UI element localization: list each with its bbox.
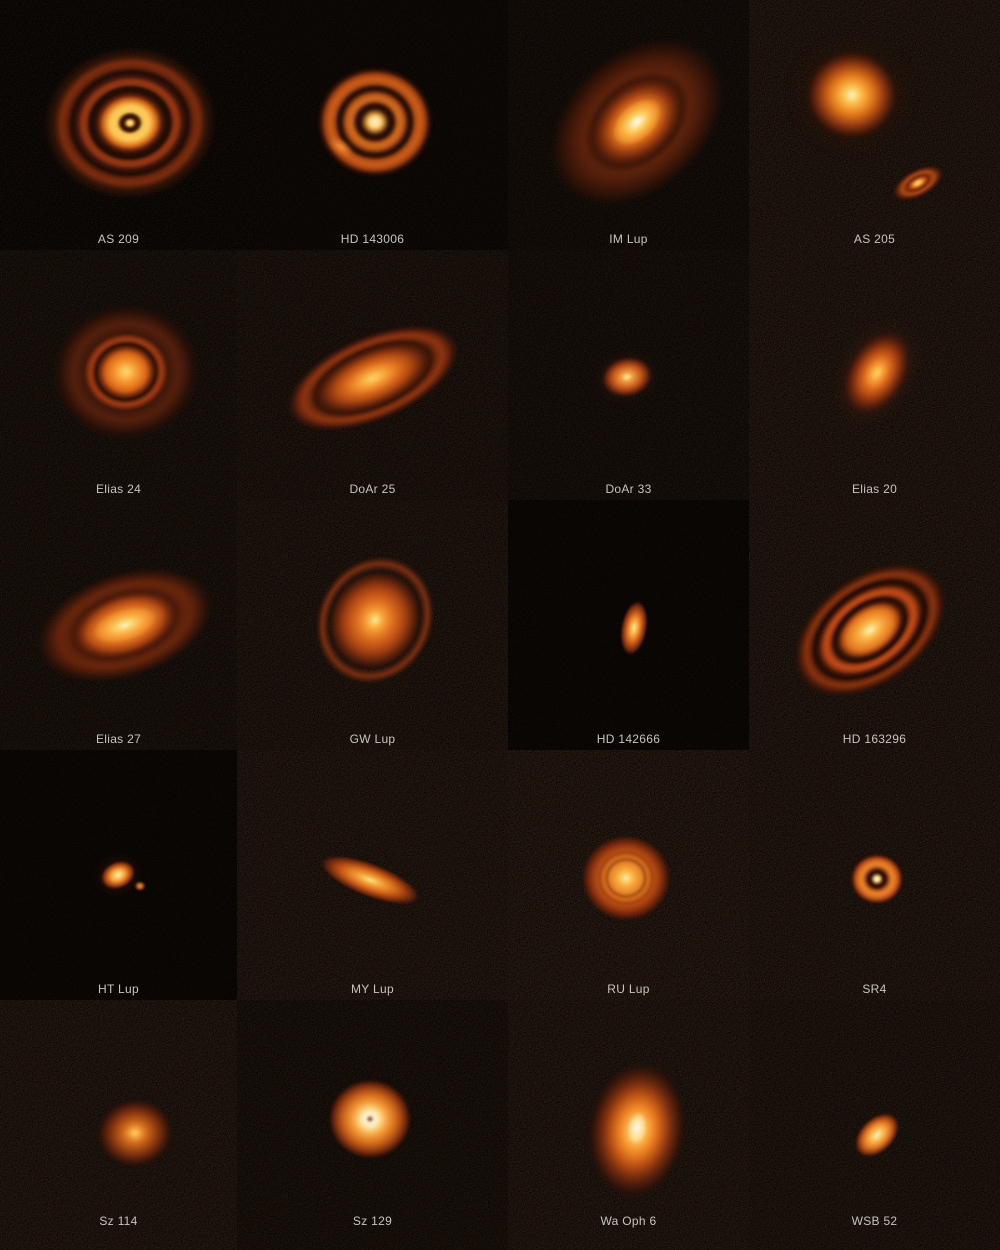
panel-ru-lup: RU Lup bbox=[508, 750, 749, 1000]
elias-24-disk bbox=[42, 293, 210, 451]
panel-hd-163296: HD 163296 bbox=[749, 500, 1000, 750]
panel-doar-33: DoAr 33 bbox=[508, 250, 749, 500]
panel-sz-114: Sz 114 bbox=[0, 1000, 237, 1250]
panel-label: MY Lup bbox=[351, 982, 394, 996]
hd-142666-disk bbox=[615, 598, 653, 658]
panel-label: Sz 114 bbox=[99, 1214, 138, 1228]
panel-wsb-52: WSB 52 bbox=[749, 1000, 1000, 1250]
panel-elias-24: Elias 24 bbox=[0, 250, 237, 500]
panel-doar-25: DoAr 25 bbox=[237, 250, 508, 500]
panel-as-205: AS 205 bbox=[749, 0, 1000, 250]
panel-hd-143006: HD 143006 bbox=[237, 0, 508, 250]
panel-label: DoAr 33 bbox=[605, 482, 652, 496]
panel-label: HD 142666 bbox=[596, 732, 661, 746]
panel-im-lup: IM Lup bbox=[508, 0, 749, 250]
sr4-disk bbox=[851, 854, 903, 904]
gw-lup-disk bbox=[292, 534, 458, 706]
panel-sr4: SR4 bbox=[749, 750, 1000, 1000]
panel-label: WSB 52 bbox=[851, 1214, 898, 1228]
panel-label: HD 163296 bbox=[842, 732, 907, 746]
panel-label: GW Lup bbox=[349, 732, 396, 746]
sz-114-disk bbox=[92, 1093, 178, 1173]
ht-lup-disk bbox=[133, 880, 147, 892]
panel-my-lup: MY Lup bbox=[237, 750, 508, 1000]
as-205-disk bbox=[804, 48, 900, 142]
wsb-52-disk bbox=[846, 1104, 908, 1166]
panel-sz-129: Sz 129 bbox=[237, 1000, 508, 1250]
panel-hd-142666: HD 142666 bbox=[508, 500, 749, 750]
panel-wa-oph-6: Wa Oph 6 bbox=[508, 1000, 749, 1250]
ru-lup-disk bbox=[596, 849, 656, 907]
doar-25-disk bbox=[271, 302, 475, 454]
panel-label: DoAr 25 bbox=[349, 482, 396, 496]
panel-label: HD 143006 bbox=[340, 232, 405, 246]
as-205-disk bbox=[885, 156, 951, 210]
as-209-disk bbox=[22, 26, 237, 220]
my-lup-disk bbox=[313, 844, 427, 916]
panel-as-209: AS 209 bbox=[0, 0, 237, 250]
panel-label: RU Lup bbox=[607, 982, 650, 996]
panel-gw-lup: GW Lup bbox=[237, 500, 508, 750]
panel-label: Wa Oph 6 bbox=[600, 1214, 657, 1228]
panel-elias-27: Elias 27 bbox=[0, 500, 237, 750]
panel-label: AS 205 bbox=[853, 232, 896, 246]
panel-label: Elias 24 bbox=[95, 482, 142, 496]
sz-129-disk bbox=[329, 1079, 411, 1159]
hd-163296-disk bbox=[769, 536, 971, 724]
hd-143006-disk bbox=[317, 66, 433, 178]
panel-label: Elias 20 bbox=[851, 482, 898, 496]
panel-label: Elias 27 bbox=[95, 732, 142, 746]
panel-label: Sz 129 bbox=[352, 1214, 393, 1228]
panel-label: IM Lup bbox=[609, 232, 648, 246]
panel-label: SR4 bbox=[862, 982, 887, 996]
panel-elias-20: Elias 20 bbox=[749, 250, 1000, 500]
panel-ht-lup: HT Lup bbox=[0, 750, 237, 1000]
panel-label: AS 209 bbox=[97, 232, 140, 246]
panel-label: HT Lup bbox=[98, 982, 139, 996]
